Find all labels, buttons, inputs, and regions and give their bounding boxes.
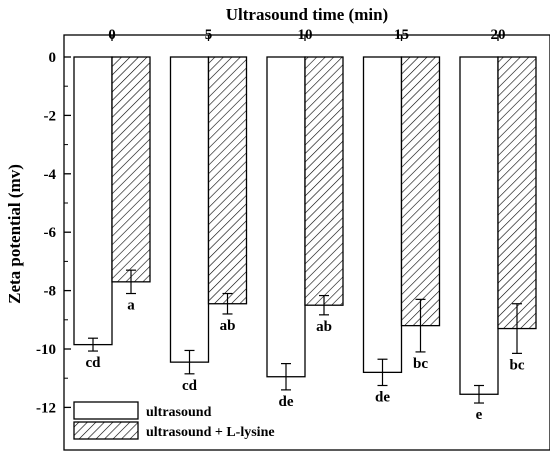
significance-label: cd (182, 378, 198, 394)
significance-label: e (476, 407, 483, 423)
y-tick-label: -8 (44, 284, 57, 300)
significance-label: ab (220, 318, 236, 334)
y-tick-label: -12 (36, 400, 56, 416)
bar-ultrasound (73, 56, 113, 346)
significance-label: bc (510, 357, 525, 373)
bar-ultrasound-lysine (111, 56, 151, 283)
legend: ultrasound ultrasound + L-lysine (73, 401, 275, 440)
plot-frame (63, 34, 550, 451)
y-tick-label: -2 (44, 108, 57, 124)
legend-label: ultrasound + L-lysine (146, 425, 275, 440)
bar-ultrasound-lysine (304, 56, 344, 306)
significance-label: a (127, 298, 135, 314)
bar-ultrasound (266, 56, 306, 378)
significance-label: de (375, 390, 390, 406)
legend-swatch (73, 401, 139, 420)
y-tick-label: -6 (44, 225, 57, 241)
bar-ultrasound (362, 56, 403, 374)
bar-ultrasound (169, 56, 210, 363)
bar-ultrasound-lysine (400, 56, 441, 327)
bar-ultrasound (459, 56, 499, 395)
significance-label: cd (86, 355, 102, 371)
legend-label: ultrasound (146, 405, 212, 420)
y-tick-label: -10 (36, 342, 56, 358)
significance-label: bc (413, 356, 428, 372)
bar-ultrasound-lysine (497, 56, 537, 330)
y-axis-label: Zeta potential (mv) (5, 164, 24, 304)
y-tick-label: -4 (44, 167, 57, 183)
legend-swatch (73, 421, 139, 440)
chart-title: Ultrasound time (min) (226, 5, 388, 24)
significance-label: ab (316, 319, 332, 335)
bar-ultrasound-lysine (207, 56, 248, 305)
significance-label: de (279, 394, 294, 410)
y-tick-label: 0 (49, 50, 57, 66)
